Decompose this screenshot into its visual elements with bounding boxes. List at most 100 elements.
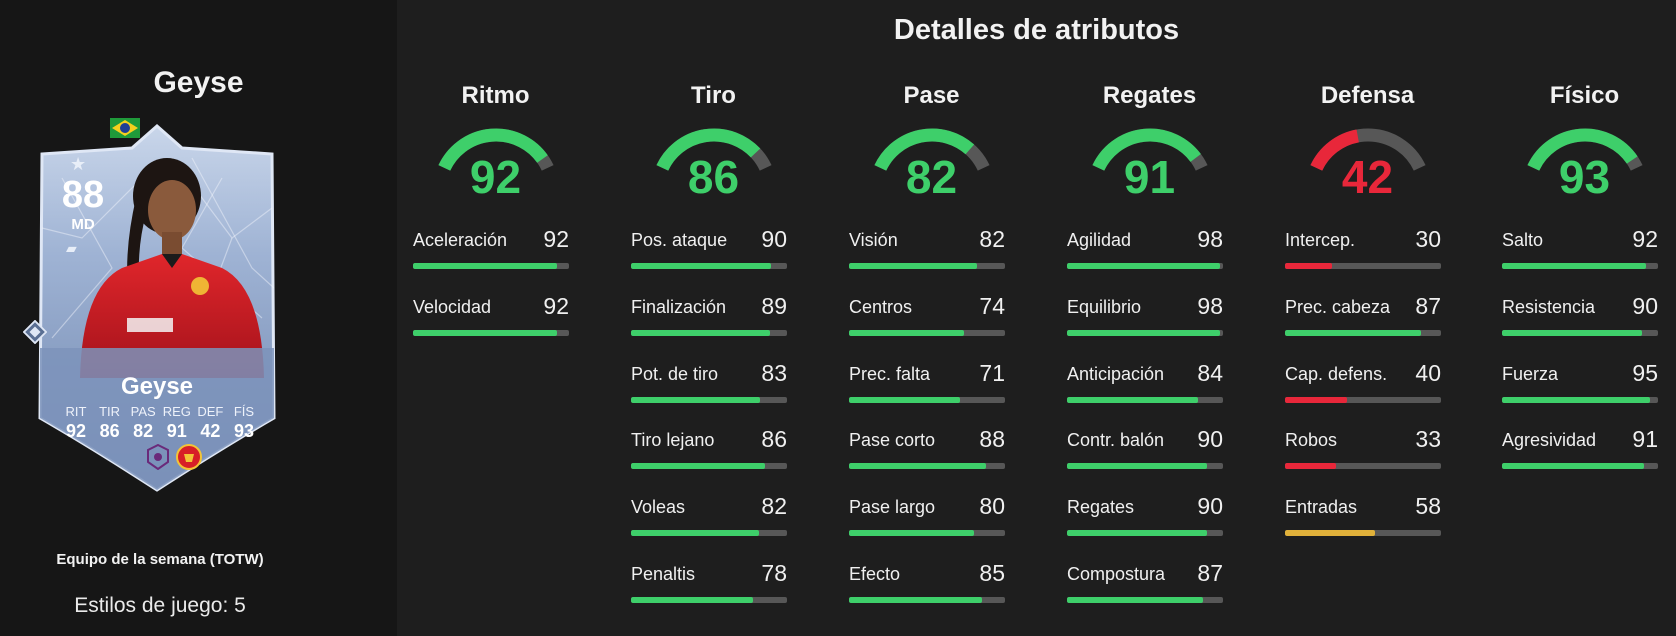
category-3: Regates 91 Agilidad 98 Equilibrio 98 Anticipac… [1067,80,1232,603]
attribute-bar-fill [631,597,753,603]
attribute-value: 87 [1415,293,1441,319]
attribute-bar-track [1285,330,1441,336]
category-title: Ritmo [461,82,530,109]
attribute-bar-track [1067,397,1223,403]
attribute-bar-track [849,397,1005,403]
attribute-value: 90 [761,226,787,252]
attribute-bar-fill [631,263,772,269]
category-gauge: 86 [631,122,796,203]
attribute-name: Centros [849,297,913,317]
attribute-value: 85 [979,560,1005,586]
attribute-name: Agilidad [1067,230,1132,250]
gauge-fill [1092,128,1201,171]
attribute-value: 98 [1197,293,1223,319]
attribute-value: 90 [1197,493,1223,519]
category-title: Defensa [1320,82,1415,109]
card-stat-value: 92 [65,421,87,441]
card-background [38,124,276,492]
attribute-bar-track [1285,530,1441,536]
attribute-bar-fill [849,597,982,603]
attribute-row: Prec. cabeza 87 [1285,293,1450,364]
gauge-arc [874,128,990,171]
player-name: Geyse [153,66,244,99]
attribute-row: Agresividad 91 [1502,426,1667,497]
attribute-bar-fill [1067,463,1208,469]
attribute-name: Cap. defens. [1285,364,1388,384]
attribute-bar-track [413,330,569,336]
rarity-star-icon: ★ [70,154,87,174]
attribute-bar-fill [849,397,960,403]
playstyle-diamond-icon [23,320,47,344]
attribute-bar-fill [1285,397,1348,403]
attribute-row: Tiro lejano 86 [631,426,796,497]
attribute-value: 84 [1197,360,1223,386]
gauge-arc [1527,128,1643,171]
attribute-name: Equilibrio [1067,297,1142,317]
attribute-row: Equilibrio 98 [1067,293,1232,364]
card-stat-value: 93 [233,421,254,441]
attribute-name: Penaltis [631,564,696,584]
attribute-row: Cap. defens. 40 [1285,360,1450,431]
attribute-bar-fill [1067,530,1208,536]
attribute-name: Visión [849,230,898,250]
attribute-bar-track [1067,463,1223,469]
player-card[interactable]: ★ 88 MD ▰ Geyse RIT TIR PAS REG DEF FÍS … [22,118,292,498]
attribute-bar-fill [1502,397,1651,403]
attribute-value: 74 [979,293,1005,319]
attribute-bar-fill [1502,463,1644,469]
attribute-value: 40 [1415,360,1441,386]
attribute-name: Pase largo [849,497,936,517]
attribute-row: Pase largo 80 [849,493,1014,564]
attribute-value: 92 [543,226,569,252]
attribute-name: Pos. ataque [631,230,728,250]
attribute-name: Finalización [631,297,727,317]
attribute-value: 92 [543,293,569,319]
category-value: 82 [905,151,958,203]
attribute-name: Tiro lejano [631,430,715,450]
attribute-value: 89 [761,293,787,319]
attribute-row: Agilidad 98 [1067,226,1232,297]
attribute-bar-track [849,597,1005,603]
attribute-row: Intercep. 30 [1285,226,1450,297]
playstyles-count: Estilos de juego: 5 [74,594,246,617]
attribute-bar-fill [849,330,965,336]
attribute-bar-fill [1285,530,1376,536]
card-stat-value: 86 [99,421,120,441]
gauge-arc [1310,128,1426,171]
attribute-bar-track [1067,597,1223,603]
category-gauge: 92 [413,122,578,203]
attribute-bar-fill [413,330,557,336]
attribute-bar-track [631,263,787,269]
card-stat-label: RIT [65,404,87,419]
card-stat-label: PAS [130,404,156,419]
category-gauge: 42 [1285,122,1450,203]
attribute-bar-fill [1067,597,1203,603]
attribute-bar-fill [1285,263,1332,269]
attribute-name: Salto [1502,230,1544,250]
attribute-value: 92 [1632,226,1658,252]
attribute-name: Voleas [631,497,686,517]
attribute-value: 58 [1415,493,1441,519]
category-0: Ritmo 92 Aceleración 92 Velocidad 92 [413,80,578,336]
attribute-bar-fill [1285,330,1421,336]
attribute-bar-track [1285,463,1441,469]
card-stat-label: TIR [99,404,121,419]
attribute-name: Contr. balón [1067,430,1165,450]
attribute-row: Voleas 82 [631,493,796,564]
attribute-value: 95 [1632,360,1658,386]
attribute-value: 30 [1415,226,1441,252]
attribute-bar-fill [849,263,977,269]
attribute-row: Visión 82 [849,226,1014,297]
attribute-bar-fill [849,463,987,469]
gauge-arc [1092,128,1208,171]
attribute-bar-fill [1067,397,1199,403]
attribute-row: Centros 74 [849,293,1014,364]
gauge-fill [874,128,975,171]
attribute-row: Prec. falta 71 [849,360,1014,431]
attribute-name: Prec. cabeza [1285,297,1391,317]
attribute-bar-fill [1502,330,1643,336]
card-stat-value: 42 [200,421,221,441]
attribute-row: Aceleración 92 [413,226,578,297]
gauge-arc [438,128,554,171]
attribute-bar-track [1067,530,1223,536]
